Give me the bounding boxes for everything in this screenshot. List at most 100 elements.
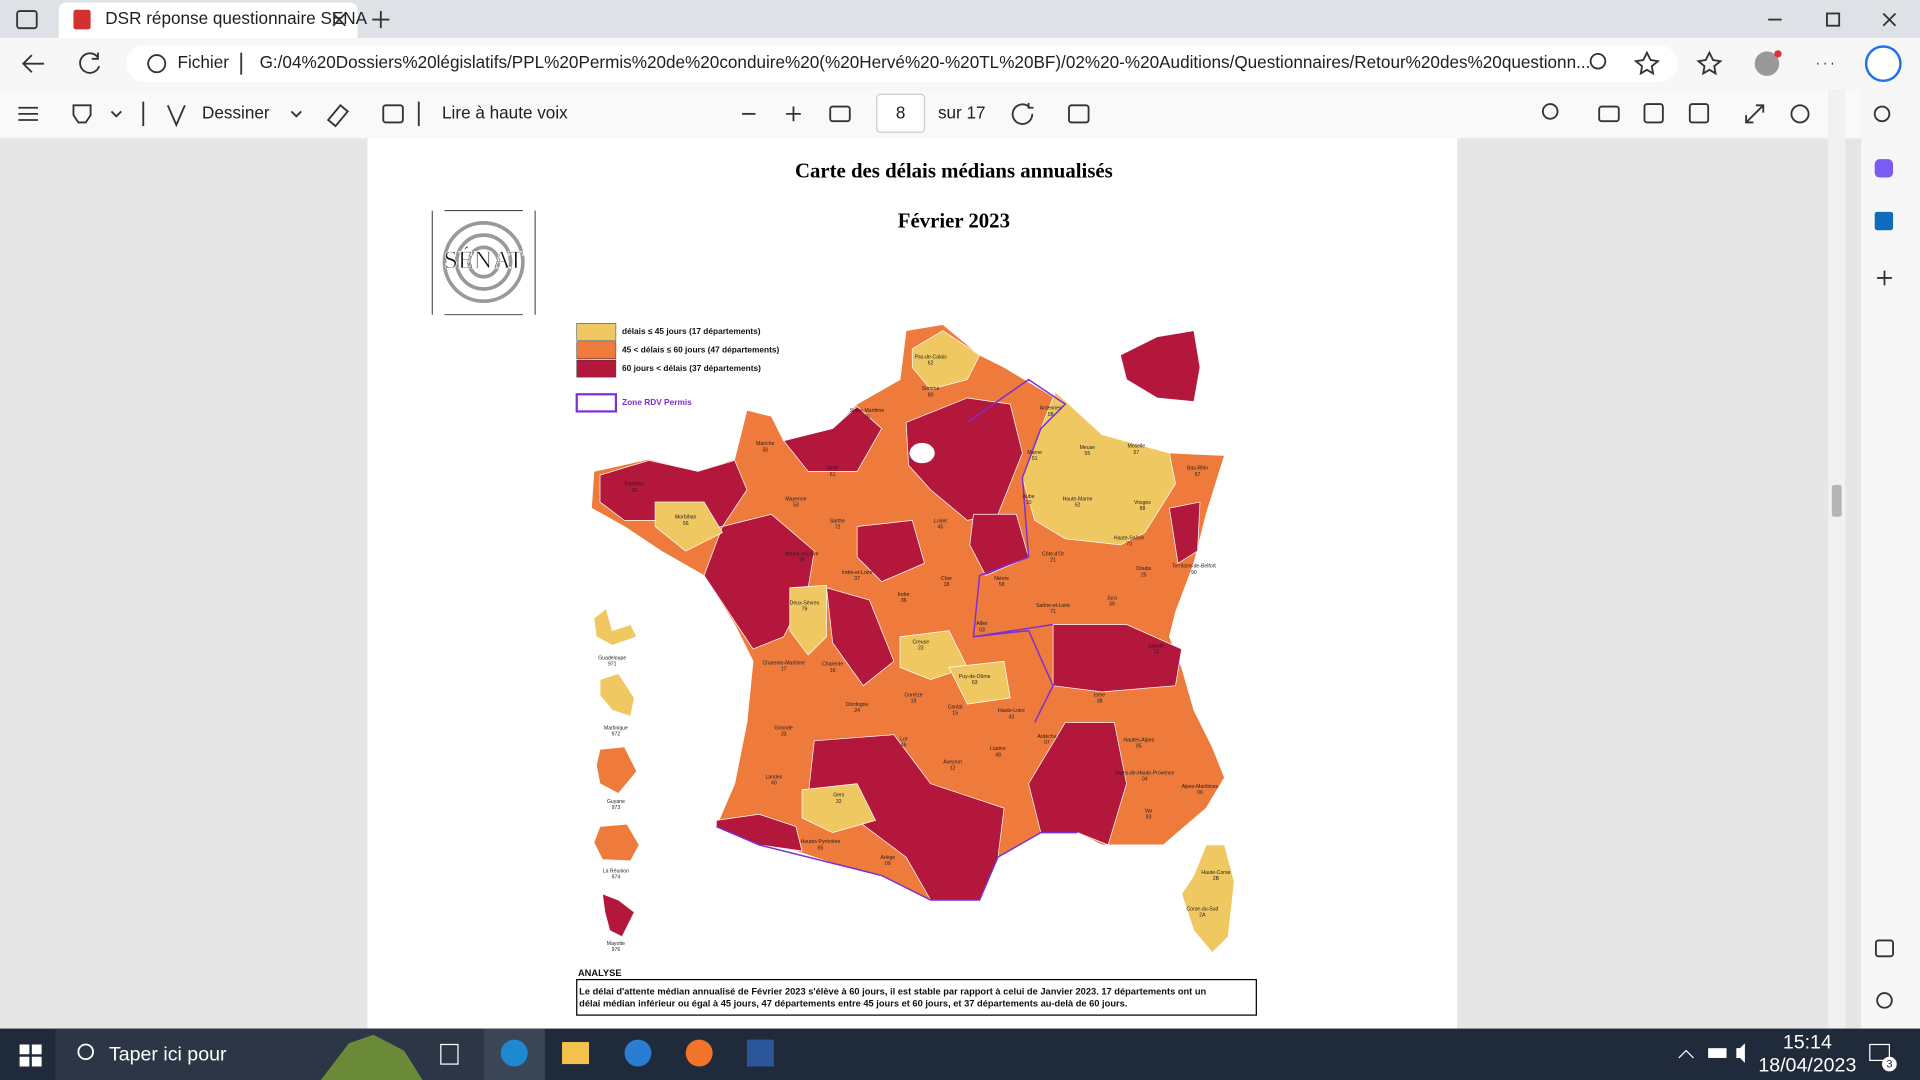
clock-date[interactable]: 18/04/2023 [1758, 1055, 1856, 1077]
save-as-button[interactable] [1688, 103, 1710, 124]
department-code: 55 [1084, 451, 1090, 457]
fit-button[interactable] [829, 105, 851, 123]
explorer-icon[interactable] [562, 1042, 589, 1065]
department-code: 08 [1048, 412, 1054, 418]
tab-actions-button[interactable] [16, 10, 38, 30]
department-name: La Réunion [603, 869, 629, 875]
draw-button[interactable]: Dessiner [202, 102, 270, 122]
rotate-button[interactable] [1011, 102, 1034, 125]
department-code: 36 [901, 598, 907, 604]
department-code: 71 [1050, 609, 1056, 615]
zoom-in[interactable] [786, 106, 801, 122]
zone-label: Zone RDV Permis [622, 397, 692, 407]
draw-dropdown[interactable] [290, 110, 302, 118]
department-code: 88 [1140, 506, 1146, 512]
app-icon[interactable] [624, 1039, 652, 1067]
department-code: 976 [612, 947, 621, 953]
department-code: 2A [1199, 913, 1206, 919]
omnibox[interactable] [126, 45, 1678, 83]
legend-swatch [576, 359, 617, 378]
fullscreen-button[interactable] [1745, 104, 1765, 124]
favorites-button[interactable] [1696, 50, 1723, 76]
task-view[interactable] [440, 1043, 459, 1065]
department-name: Charente [822, 662, 843, 668]
settings-button[interactable] [1790, 104, 1810, 124]
department-name: Cher [941, 576, 952, 582]
start-button[interactable] [19, 1044, 42, 1067]
firefox-icon[interactable] [685, 1039, 713, 1067]
sidebar-search[interactable] [1873, 105, 1891, 123]
save-button[interactable] [1643, 103, 1664, 124]
department-name: Gironde [775, 725, 793, 731]
active-tab[interactable] [58, 2, 358, 38]
department-code: 05 [1136, 744, 1142, 750]
scrollbar[interactable] [1828, 89, 1846, 1029]
department-name: Indre [898, 592, 910, 598]
clock-time[interactable]: 15:14 [1783, 1031, 1832, 1053]
zoom-icon[interactable] [1589, 52, 1607, 70]
department-name: Aveyron [943, 760, 962, 766]
profile-badge [1774, 50, 1782, 58]
contents-button[interactable] [18, 106, 38, 121]
zone-rdv-border [966, 378, 1067, 723]
department-name: Morbihan [675, 515, 697, 521]
search-button[interactable] [1541, 103, 1559, 120]
profile-button[interactable] [1754, 51, 1780, 76]
department-code: 51 [1032, 456, 1038, 462]
reload-button[interactable] [79, 52, 101, 74]
read-aloud-button[interactable]: Lire à haute voix [442, 102, 568, 122]
print-button[interactable] [1598, 105, 1620, 123]
scrollbar-thumb[interactable] [1831, 484, 1842, 517]
restore[interactable] [1826, 12, 1841, 27]
text-button[interactable] [382, 104, 404, 124]
tab-close[interactable] [332, 12, 346, 27]
new-tab[interactable] [372, 11, 390, 29]
department-code: 15 [952, 711, 958, 717]
department-code: 39 [1109, 602, 1115, 608]
analysis-line: Le délai d'attente médian annualisé de F… [579, 986, 1206, 996]
url[interactable]: G:/04%20Dossiers%20législatifs/PPL%20Per… [260, 52, 1591, 72]
page-input[interactable] [876, 93, 926, 133]
battery-icon[interactable] [1708, 1048, 1727, 1058]
department-code: 48 [995, 752, 1001, 758]
bing-button[interactable] [1864, 45, 1902, 83]
sidebar-outlook[interactable] [1874, 211, 1894, 231]
page-number[interactable]: 8 [896, 102, 906, 122]
department-code: 79 [802, 607, 808, 613]
highlight-dropdown[interactable] [110, 110, 122, 118]
department-code: 50 [762, 447, 768, 453]
region-low [789, 584, 827, 656]
sidebar-copilot[interactable] [1874, 159, 1894, 178]
region-high [826, 587, 895, 687]
document-title: Carte des délais médians annualisés [795, 158, 1113, 182]
sidebar [1861, 89, 1920, 1029]
sidebar-toggle[interactable] [1875, 939, 1894, 958]
erase-button[interactable] [326, 104, 350, 128]
info-icon[interactable] [147, 54, 167, 74]
department-code: 32 [836, 799, 842, 805]
region-high [1028, 722, 1127, 846]
sidebar-settings[interactable] [1876, 992, 1893, 1009]
department-name: Vosges [1134, 500, 1151, 506]
page-view-button[interactable] [1068, 104, 1090, 124]
close-window[interactable] [1882, 12, 1897, 27]
notification-button[interactable] [1869, 1043, 1890, 1062]
legend-label: 60 jours < délais (37 départements) [622, 363, 761, 373]
sidebar-add[interactable] [1877, 270, 1892, 286]
word-icon[interactable] [746, 1039, 774, 1067]
tray-overflow[interactable] [1678, 1049, 1694, 1059]
department-name: Ardennes [1040, 406, 1062, 412]
logo-ring [454, 233, 513, 291]
department-code: 10 [1026, 500, 1032, 506]
department-code: 62 [928, 360, 934, 366]
favorite-icon[interactable] [1633, 50, 1661, 76]
department-code: 973 [612, 805, 621, 811]
department-name: Dordogne [846, 702, 869, 708]
department-code: 07 [1044, 740, 1050, 746]
department-name: Haute-Corse [1201, 870, 1230, 876]
draw-icon[interactable] [166, 104, 186, 128]
search-placeholder[interactable]: Taper ici pour [109, 1044, 227, 1066]
back-button[interactable] [21, 54, 45, 73]
highlight-button[interactable] [72, 104, 92, 124]
